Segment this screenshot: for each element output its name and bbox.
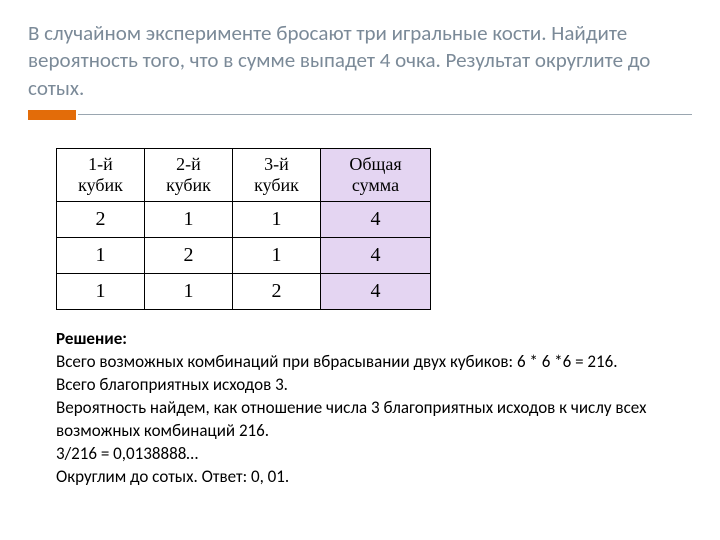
solution-line: Всего благоприятных исходов 3. [56,374,288,395]
cell: 2 [233,273,321,309]
accent-bar [28,110,76,120]
cell-sum: 4 [321,273,431,309]
dice-table: 1-й кубик 2-й кубик 3-й кубик Общая сумм… [56,148,431,310]
col-header-2: 2-й кубик [145,148,233,201]
thin-line [78,114,692,115]
table-row: 2 1 1 4 [57,201,431,237]
dice-table-wrap: 1-й кубик 2-й кубик 3-й кубик Общая сумм… [56,148,692,310]
table-header-row: 1-й кубик 2-й кубик 3-й кубик Общая сумм… [57,148,431,201]
solution-line: Всего возможных комбинаций при вбрасыван… [56,351,618,372]
solution-line: 3/216 = 0,0138888… [56,443,198,464]
col-header-3: 3-й кубик [233,148,321,201]
solution-label: Решение: [56,328,127,349]
solution-block: Решение: Всего возможных комбинаций при … [56,328,682,489]
slide: В случайном эксперименте бросают три игр… [0,0,720,540]
solution-line: Округлим до сотых. Ответ: 0, 01. [56,466,289,487]
cell-sum: 4 [321,201,431,237]
cell: 1 [233,201,321,237]
cell: 1 [233,237,321,273]
page-title: В случайном эксперименте бросают три игр… [28,20,692,102]
cell: 2 [145,237,233,273]
cell: 1 [57,237,145,273]
col-header-sum: Общая сумма [321,148,431,201]
title-underline [28,110,692,120]
cell: 1 [57,273,145,309]
solution-line: Вероятность найдем, как отношение числа … [56,397,647,441]
table-row: 1 2 1 4 [57,237,431,273]
cell: 1 [145,273,233,309]
cell-sum: 4 [321,237,431,273]
table-body: 2 1 1 4 1 2 1 4 1 1 2 4 [57,201,431,309]
cell: 1 [145,201,233,237]
table-row: 1 1 2 4 [57,273,431,309]
col-header-1: 1-й кубик [57,148,145,201]
cell: 2 [57,201,145,237]
